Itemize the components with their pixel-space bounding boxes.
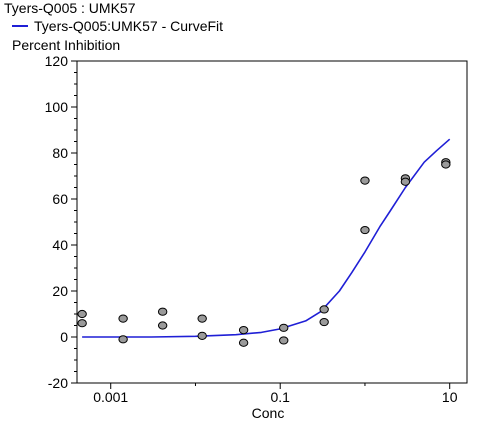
y-tick-label: 0: [60, 329, 68, 345]
data-point: [118, 335, 128, 344]
data-point: [279, 336, 289, 345]
data-point: [319, 305, 329, 314]
y-axis-label: Percent Inhibition: [12, 37, 121, 53]
axes-layer: -20 0 20 40 60 80 100 120 0.001 0.1 10: [45, 53, 468, 405]
data-point: [400, 177, 411, 186]
data-point: [77, 309, 87, 319]
x-axis-label: Conc: [252, 405, 285, 421]
data-point: [319, 317, 329, 327]
y-tick-label: 80: [52, 145, 68, 161]
data-point: [197, 314, 207, 323]
legend-line-swatch: [12, 25, 28, 27]
data-point: [441, 160, 451, 169]
y-tick-label: 20: [52, 283, 68, 299]
legend: Tyers-Q005:UMK57 - CurveFit: [12, 18, 223, 34]
data-point: [279, 323, 289, 332]
curve-fit-line: [82, 138, 451, 338]
x-tick-label: 0.1: [270, 389, 290, 405]
plot-frame: [76, 60, 468, 384]
legend-label: Tyers-Q005:UMK57 - CurveFit: [34, 18, 224, 34]
data-point: [238, 338, 249, 347]
y-tick-label: 120: [45, 53, 69, 69]
x-tick-label: 0.001: [93, 389, 128, 405]
y-tick-label: -20: [48, 375, 68, 391]
y-tick-label: 100: [45, 99, 69, 115]
y-tick-label: 60: [52, 191, 68, 207]
data-point: [118, 314, 128, 323]
data-point: [360, 225, 370, 235]
data-point: [157, 321, 168, 330]
curve-layer: [82, 138, 451, 338]
data-point: [360, 176, 370, 185]
x-tick-label: 10: [442, 389, 458, 405]
y-tick-label: 40: [52, 237, 68, 253]
data-point: [157, 307, 168, 316]
data-point: [77, 319, 87, 328]
data-point: [238, 326, 249, 335]
chart-title: Tyers-Q005 : UMK57: [4, 0, 136, 16]
data-point: [197, 331, 207, 340]
points-layer: [77, 158, 451, 347]
